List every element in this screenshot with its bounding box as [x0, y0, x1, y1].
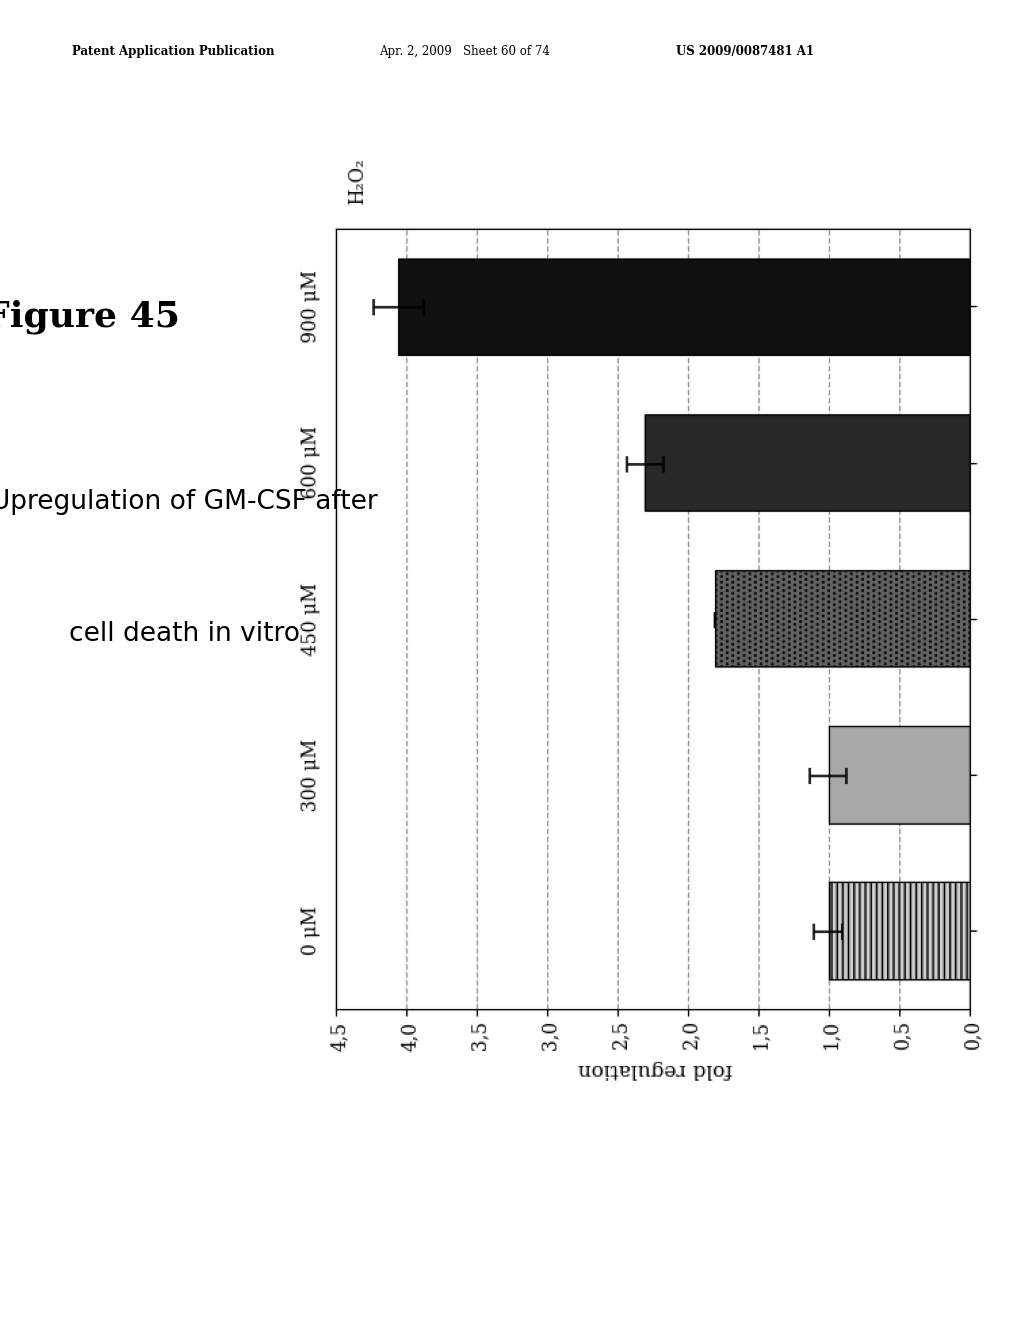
- Text: US 2009/0087481 A1: US 2009/0087481 A1: [676, 45, 814, 58]
- Text: Apr. 2, 2009   Sheet 60 of 74: Apr. 2, 2009 Sheet 60 of 74: [379, 45, 550, 58]
- Text: Upregulation of GM-CSF after: Upregulation of GM-CSF after: [0, 488, 378, 515]
- Text: Patent Application Publication: Patent Application Publication: [72, 45, 274, 58]
- Text: cell death in vitro: cell death in vitro: [69, 620, 300, 647]
- Text: Figure 45: Figure 45: [0, 300, 180, 334]
